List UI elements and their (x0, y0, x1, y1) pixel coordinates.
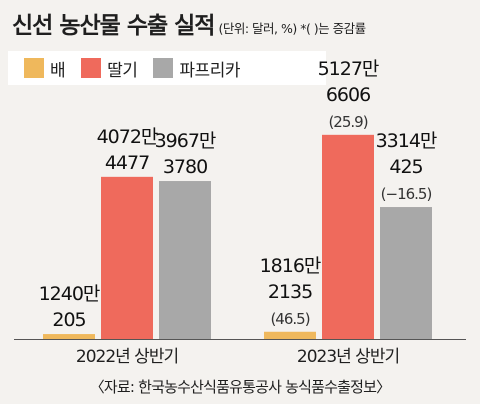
value-label-paprika-1-1: 3967만 (155, 130, 216, 152)
value-label-paprika-2-2: 425 (389, 156, 422, 178)
legend: 배 딸기 파프리카 (8, 51, 326, 85)
value-label-strawberry-2-2: 6606 (326, 84, 370, 106)
legend-label-pear: 배 (50, 60, 66, 81)
chart-title-row: 신선 농산물 수출 실적 (단위: 달러, %) *( )는 증감률 (12, 6, 366, 40)
bar-pear-2 (264, 331, 316, 339)
legend-label-strawberry: 딸기 (107, 60, 138, 81)
bar-paprika-2 (380, 207, 432, 339)
bar-strawberry-1 (101, 176, 153, 339)
value-label-pear-1-1: 1240만 (39, 283, 100, 305)
value-label-strawberry-1-1: 4072만 (97, 126, 158, 148)
bar-paprika-1 (159, 181, 211, 339)
legend-item-paprika: 파프리카 (153, 56, 240, 81)
value-label-pear-2-2: 2135 (268, 281, 312, 303)
value-label-pear-1-2: 205 (52, 309, 85, 331)
legend-swatch-strawberry (81, 58, 102, 78)
legend-swatch-paprika (153, 58, 174, 78)
legend-item-pear: 배 (24, 56, 66, 81)
category-label-1: 2022년 상반기 (76, 347, 178, 367)
change-label-paprika-2: (−16.5) (381, 185, 432, 203)
value-label-paprika-1-2: 3780 (163, 156, 207, 178)
value-label-strawberry-2-1: 5127만 (318, 58, 379, 80)
legend-label-paprika: 파프리카 (179, 60, 240, 81)
chart-title: 신선 농산물 수출 실적 (12, 13, 215, 39)
bar-strawberry-2 (322, 134, 374, 339)
source-note: 〈자료: 한국농수산식품유통공사 농식품수출정보〉 (89, 378, 391, 396)
bar-pear-1 (43, 334, 95, 339)
value-label-pear-2-1: 1816만 (260, 255, 321, 277)
legend-item-strawberry: 딸기 (81, 56, 138, 81)
change-label-strawberry-2: (25.9) (328, 113, 367, 131)
category-label-2: 2023년 상반기 (297, 347, 399, 367)
chart-subtitle: (단위: 달러, %) *( )는 증감률 (218, 21, 366, 36)
value-label-strawberry-1-2: 4477 (105, 152, 149, 174)
value-label-paprika-2-1: 3314만 (376, 130, 437, 152)
change-label-pear-2: (46.5) (270, 310, 309, 328)
legend-swatch-pear (24, 58, 44, 78)
